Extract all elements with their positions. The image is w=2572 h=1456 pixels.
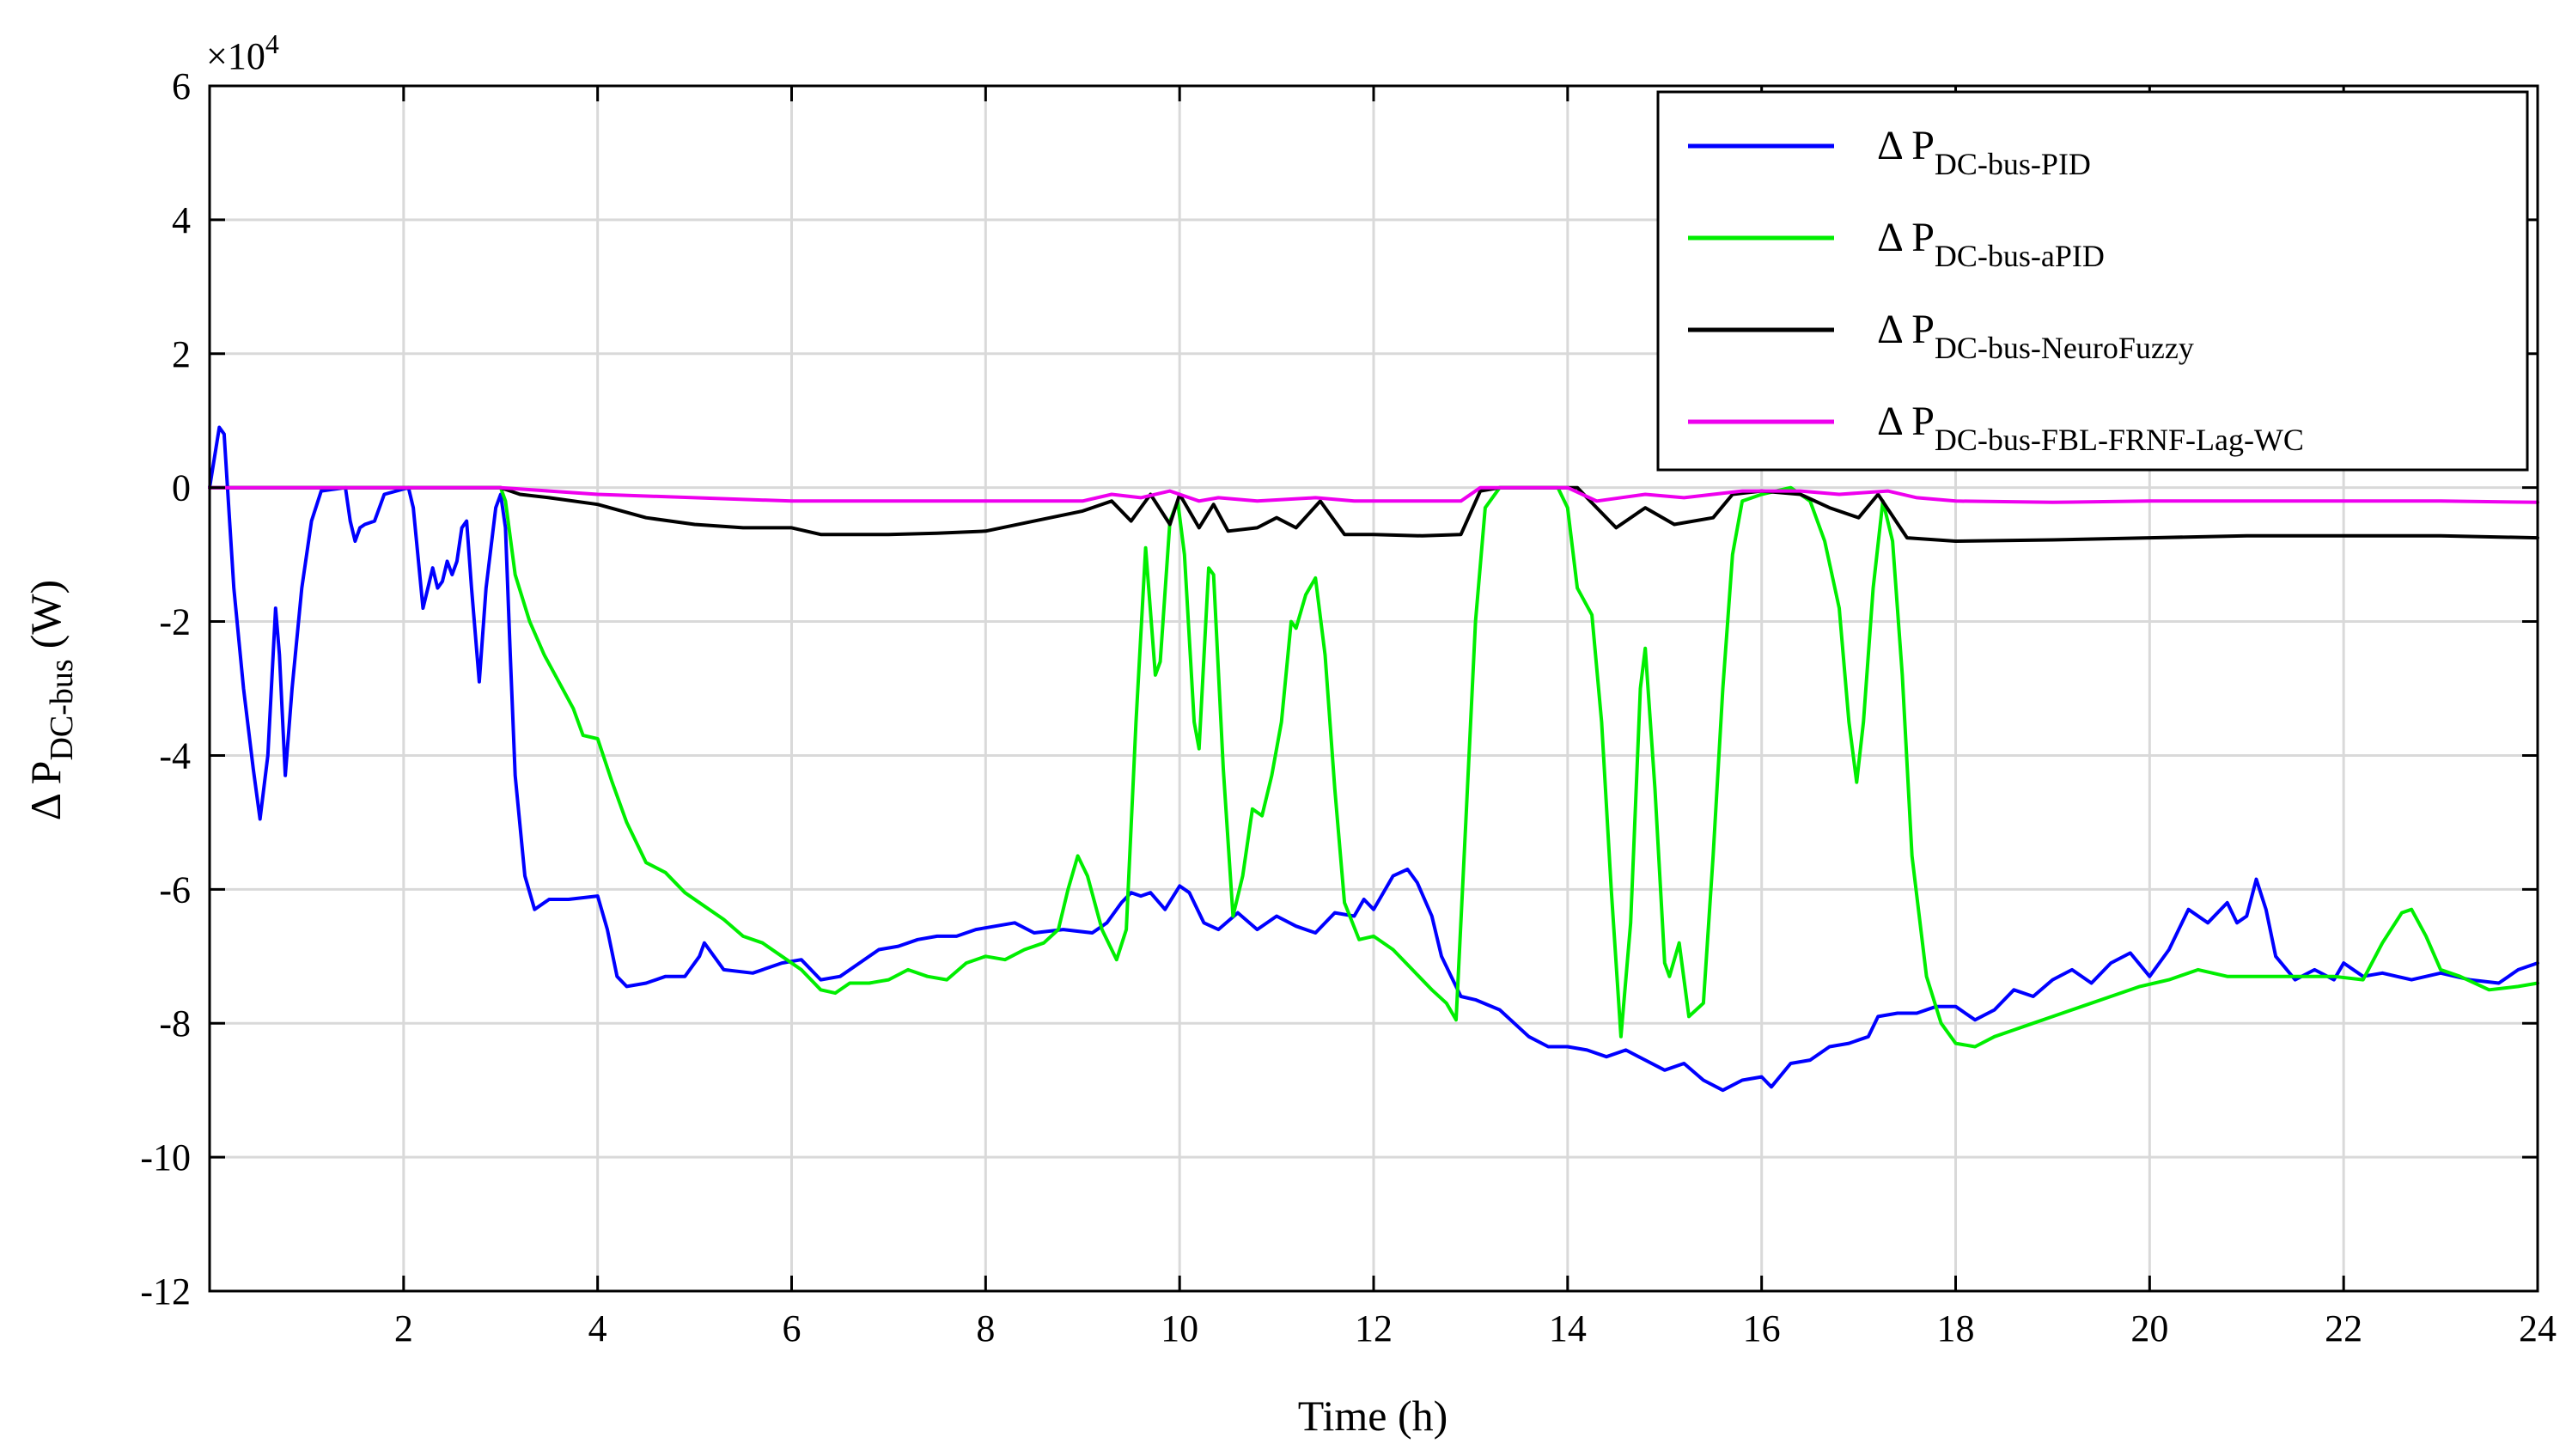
series-line-dc-bus-pid <box>208 425 2539 1093</box>
x-tick-label: 6 <box>783 1307 801 1349</box>
x-tick-label: 20 <box>2130 1307 2168 1349</box>
y-tick-label: -2 <box>159 601 191 643</box>
series-line-dc-bus-neurofuzzy <box>208 485 2539 543</box>
y-tick-label: 6 <box>172 65 191 107</box>
x-tick-label: 16 <box>1743 1307 1781 1349</box>
x-tick-label: 10 <box>1161 1307 1198 1349</box>
x-tick-label: 2 <box>394 1307 413 1349</box>
series-line-dc-bus-fbl-frnf-lag-wc <box>208 485 2539 504</box>
y-tick-label: -10 <box>140 1136 191 1179</box>
y-tick-label: -12 <box>140 1270 191 1313</box>
x-tick-label: 4 <box>588 1307 607 1349</box>
x-tick-label: 12 <box>1355 1307 1393 1349</box>
x-tick-label: 24 <box>2519 1307 2557 1349</box>
y-tick-label: -4 <box>159 734 191 777</box>
x-tick-label: 14 <box>1549 1307 1587 1349</box>
series-layer <box>208 425 2539 1093</box>
y-tick-label: 4 <box>172 199 191 241</box>
legend-box <box>1656 90 2529 472</box>
x-tick-label: 22 <box>2325 1307 2362 1349</box>
y-tick-label: 0 <box>172 467 191 509</box>
y-tick-label: -8 <box>159 1002 191 1045</box>
y-exponent-label: ×104 <box>206 28 279 77</box>
series-line-dc-bus-apid <box>208 485 2539 1049</box>
legend-label: Δ PDC-bus-PID <box>1877 123 2091 181</box>
x-tick-label: 8 <box>976 1307 995 1349</box>
y-tick-label: 2 <box>172 333 191 375</box>
legend-label: Δ PDC-bus-aPID <box>1877 215 2105 273</box>
x-axis-title: Time (h) <box>1298 1392 1448 1440</box>
legend-label: Δ PDC-bus-NeuroFuzzy <box>1877 307 2194 365</box>
y-axis-title: Δ PDC-bus(W) <box>21 580 80 820</box>
legend: Δ PDC-bus-PID Δ PDC-bus-aPID Δ PDC-bus-Neu… <box>1656 90 2529 472</box>
x-tick-label: 18 <box>1937 1307 1975 1349</box>
legend-label: Δ PDC-bus-FBL-FRNF-Lag-WC <box>1877 399 2304 457</box>
y-tick-label: -6 <box>159 868 191 911</box>
